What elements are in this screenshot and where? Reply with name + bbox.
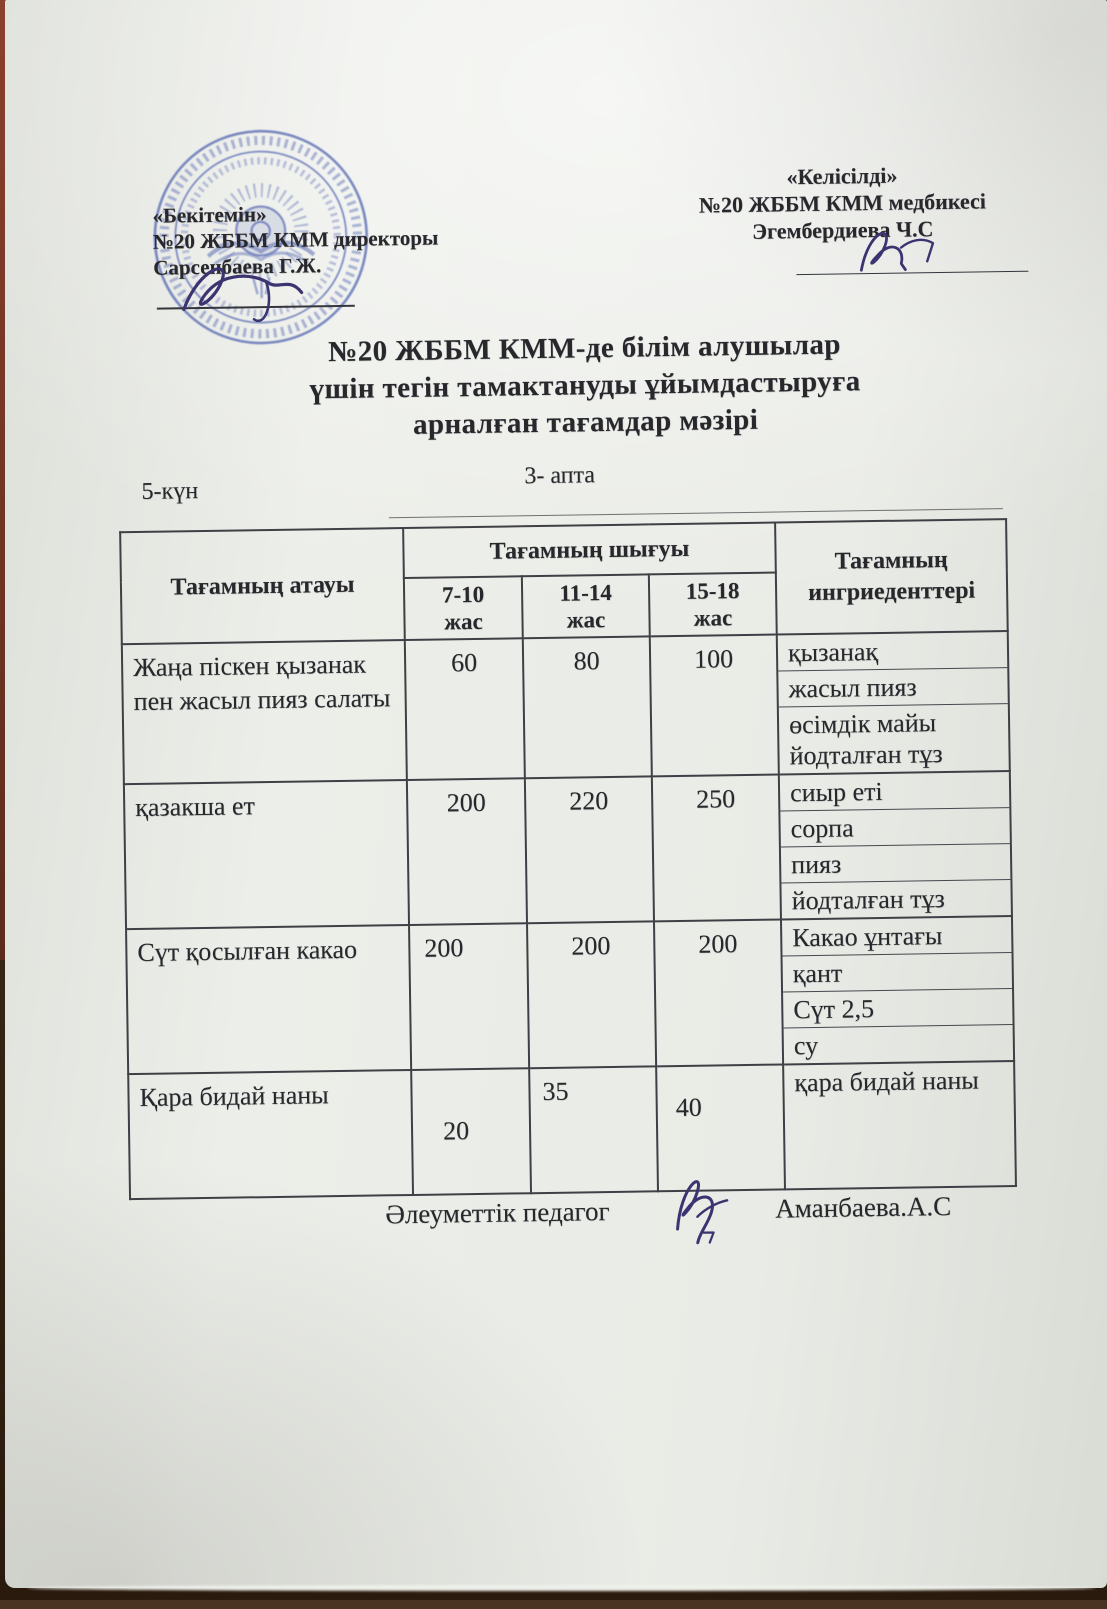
ingredient-item: қызанақ <box>777 632 1008 672</box>
col-header-age-7-10: 7-10 жас <box>403 576 523 641</box>
age-range: 7-10 <box>441 581 485 608</box>
ingredients-cell: сиыр еті сорпа пияз йодталған тұз <box>778 771 1012 920</box>
footer-role-label: Әлеуметтік педагог <box>385 1196 610 1230</box>
portion-11-14: 200 <box>527 921 657 1069</box>
table-row: Жаңа піскен қызанак пен жасыл пияз салат… <box>121 631 1010 785</box>
portion-7-10: 200 <box>406 778 528 925</box>
portion-11-14: 220 <box>524 776 654 924</box>
table-surface-edge <box>0 0 7 960</box>
age-range: 15-18 <box>685 578 740 604</box>
col-header-age-11-14: 11-14 жас <box>521 574 650 639</box>
paper-sheet <box>5 0 1107 1588</box>
ingredients-header-line2: ингриеденттері <box>807 577 976 607</box>
portion-11-14: 80 <box>522 636 652 779</box>
ingredients-cell: қызанақ жасыл пияз өсімдік майы йодталға… <box>776 631 1010 775</box>
ingredient-item: қара бидай наны <box>794 1065 979 1098</box>
age-unit: жас <box>566 607 606 633</box>
portion-11-14: 35 <box>529 1066 658 1194</box>
ingredients-cell: Какао ұнтағы қант Сүт 2,5 су <box>780 916 1015 1065</box>
ingredient-item: Какао ұнтағы <box>782 917 1012 957</box>
ingredient-item: сорпа <box>780 808 1010 848</box>
ingredient-item: сиыр еті <box>779 772 1010 812</box>
pedagog-signature-icon <box>676 1180 729 1245</box>
dish-name: Жаңа піскен қызанак пен жасыл пияз салат… <box>121 640 407 785</box>
ingredient-item: өсімдік майы йодталған тұз <box>788 708 943 771</box>
age-range: 11-14 <box>559 579 612 606</box>
col-header-output: Тағамның шығуы <box>403 522 776 579</box>
week-label: 3- апта <box>524 462 596 490</box>
ingredient-item: жасыл пияз <box>778 668 1008 708</box>
age-unit: жас <box>693 605 733 631</box>
director-signature-icon <box>182 267 304 323</box>
dish-name: Сүт қосылған какао <box>126 924 412 1075</box>
day-label: 5-күн <box>141 478 199 505</box>
nurse-signature-icon <box>859 231 935 272</box>
ingredient-item: қант <box>782 953 1013 993</box>
ingredient-item: су <box>793 1030 819 1061</box>
ingredient-item: Сүт 2,5 <box>783 989 1013 1029</box>
ingredients-cell: қара бидай наны <box>783 1061 1016 1190</box>
col-header-dish-name: Тағамның атауы <box>120 528 405 645</box>
footer-name-label: Аманбаева.А.С <box>775 1190 952 1224</box>
menu-table-wrap: Тағамның атауы Тағамның шығуы Тағамның и… <box>119 518 1017 1200</box>
portion-15-18: 100 <box>649 634 779 777</box>
col-header-ingredients: Тағамның ингриеденттері <box>775 519 1008 635</box>
portion-7-10: 60 <box>404 638 525 781</box>
table-top-artifact-line <box>388 508 1003 519</box>
menu-table: Тағамның атауы Тағамның шығуы Тағамның и… <box>119 518 1017 1200</box>
ingredients-header-line1: Тағамның <box>834 546 948 575</box>
table-row: Сүт қосылған какао 200 200 200 Какао ұнт… <box>126 916 1015 1075</box>
table-row: қазакша ет 200 220 250 сиыр еті сорпа пи… <box>123 771 1012 930</box>
dish-name: Қара бидай наны <box>128 1069 414 1200</box>
age-unit: жас <box>444 608 483 635</box>
table-row: Қара бидай наны 20 35 40 қара бидай наны <box>128 1061 1016 1200</box>
dish-name: қазакша ет <box>123 780 410 930</box>
portion-7-10: 20 <box>411 1068 532 1195</box>
official-stamp-icon <box>153 129 369 345</box>
portion-15-18: 250 <box>651 774 781 922</box>
ingredient-item: йодталған тұз <box>791 884 945 916</box>
col-header-age-15-18: 15-18 жас <box>648 572 777 637</box>
ingredient-item: пияз <box>780 844 1011 884</box>
portion-15-18: 200 <box>653 919 784 1067</box>
portion-7-10: 200 <box>409 923 530 1070</box>
